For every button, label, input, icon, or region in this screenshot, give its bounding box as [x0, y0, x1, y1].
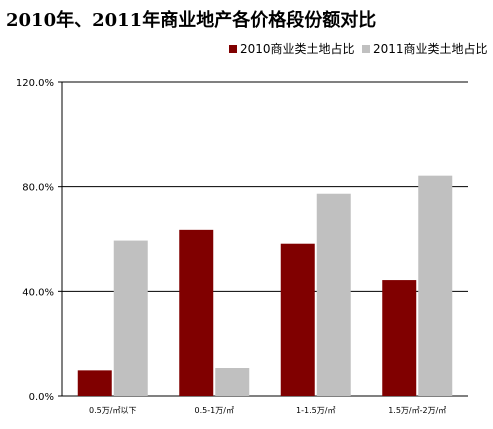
bar-2010-3 — [382, 280, 417, 396]
y-tick-label: 40.0% — [22, 287, 54, 298]
bar-2011-3 — [418, 175, 453, 396]
y-tick-label: 120.0% — [16, 78, 54, 89]
chart-title: 2010年、2011年商业地产各价格段份额对比 — [6, 10, 377, 31]
bar-2011-1 — [215, 368, 250, 396]
bar-2010-0 — [77, 370, 112, 396]
x-axis-labels: 0.5万/㎡以下 0.5-1万/㎡ 1-1.5万/㎡ 1.5万/㎡-2万/㎡ — [89, 406, 446, 415]
legend-swatch-2011 — [362, 45, 370, 53]
legend-label-2011: 2011商业类土地占比 — [373, 41, 488, 56]
x-category-label: 1.5万/㎡-2万/㎡ — [388, 406, 446, 415]
bar-2010-1 — [179, 229, 214, 396]
x-category-label: 0.5万/㎡以下 — [89, 406, 136, 415]
legend: 2010商业类土地占比 2011商业类土地占比 — [229, 41, 488, 56]
bar-2011-2 — [316, 193, 351, 396]
bar-2011-0 — [113, 240, 148, 396]
y-tick-label: 0.0% — [29, 392, 54, 403]
bar-2010-2 — [280, 243, 315, 396]
legend-swatch-2010 — [229, 45, 237, 53]
y-tick-label: 80.0% — [22, 183, 54, 194]
x-category-label: 0.5-1万/㎡ — [195, 406, 234, 415]
legend-label-2010: 2010商业类土地占比 — [240, 41, 355, 56]
y-axis-ticks: 0.0% 40.0% 80.0% 120.0% — [16, 78, 54, 403]
bars — [77, 175, 453, 396]
x-category-label: 1-1.5万/㎡ — [296, 406, 335, 415]
